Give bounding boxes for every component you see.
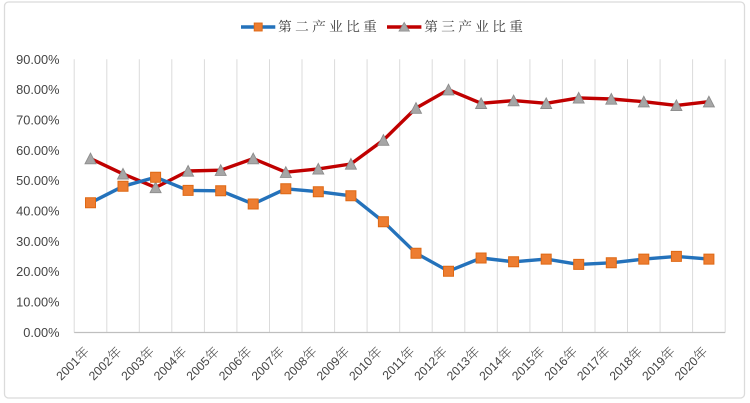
svg-text:90.00%: 90.00% <box>16 52 59 67</box>
svg-text:60.00%: 60.00% <box>16 143 59 158</box>
svg-text:20.00%: 20.00% <box>16 264 59 279</box>
svg-text:50.00%: 50.00% <box>16 173 59 188</box>
svg-text:80.00%: 80.00% <box>16 82 59 97</box>
svg-text:0.00%: 0.00% <box>23 325 59 340</box>
svg-text:70.00%: 70.00% <box>16 113 59 128</box>
svg-text:30.00%: 30.00% <box>16 234 59 249</box>
svg-text:40.00%: 40.00% <box>16 204 59 219</box>
svg-text:10.00%: 10.00% <box>16 295 59 310</box>
